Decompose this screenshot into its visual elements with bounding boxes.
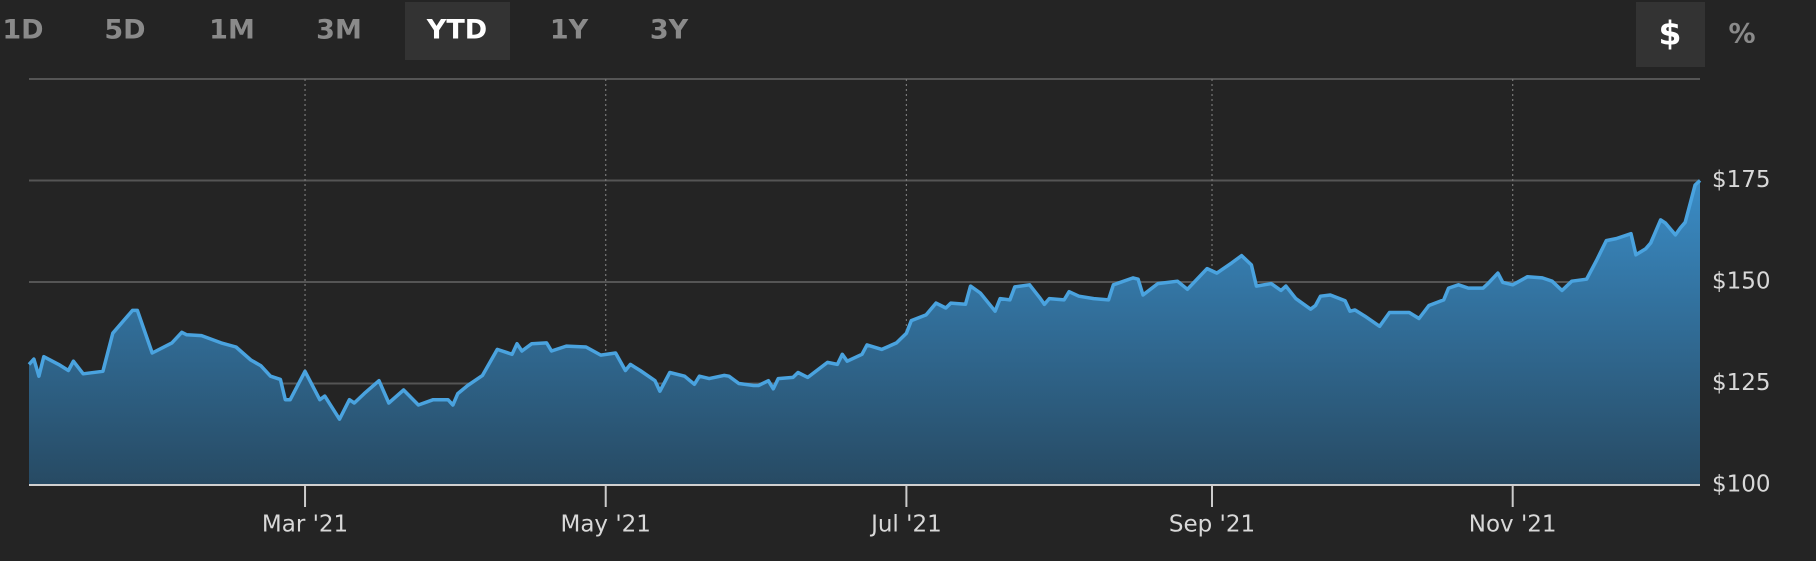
y-tick-label: $125 [1712,370,1771,396]
y-tick-label: $150 [1712,269,1771,295]
range-button[interactable]: 1Y [550,15,589,46]
y-tick-label: $100 [1712,472,1771,498]
selected-unit-bg [1636,2,1705,67]
price-line [27,179,1702,421]
x-tick-label: Sep '21 [1169,512,1255,538]
area [29,180,1700,485]
range-button[interactable]: 3M [316,15,362,46]
unit-button[interactable]: % [1728,19,1755,50]
range-button[interactable]: 1D [2,15,43,46]
range-button[interactable]: 5D [104,15,145,46]
range-button[interactable]: YTD [426,15,487,46]
unit-button[interactable]: $ [1659,14,1682,53]
range-button[interactable]: 3Y [650,15,689,46]
y-tick-label: $175 [1712,167,1771,193]
x-tick-label: Mar '21 [262,512,348,538]
x-tick-label: Nov '21 [1469,512,1557,538]
selected-range-bg [405,2,510,60]
range-buttons: 1D 5D 1M 3M YTD 1Y 3Y $ % [2,14,1755,53]
range-button[interactable]: 1M [209,15,255,46]
x-tick-label: Jul '21 [869,512,942,538]
plot: $100 $125 $150 $175 Mar '21 May '21 Jul '21 Sep… [27,78,1771,538]
x-tick-label: May '21 [560,512,650,538]
